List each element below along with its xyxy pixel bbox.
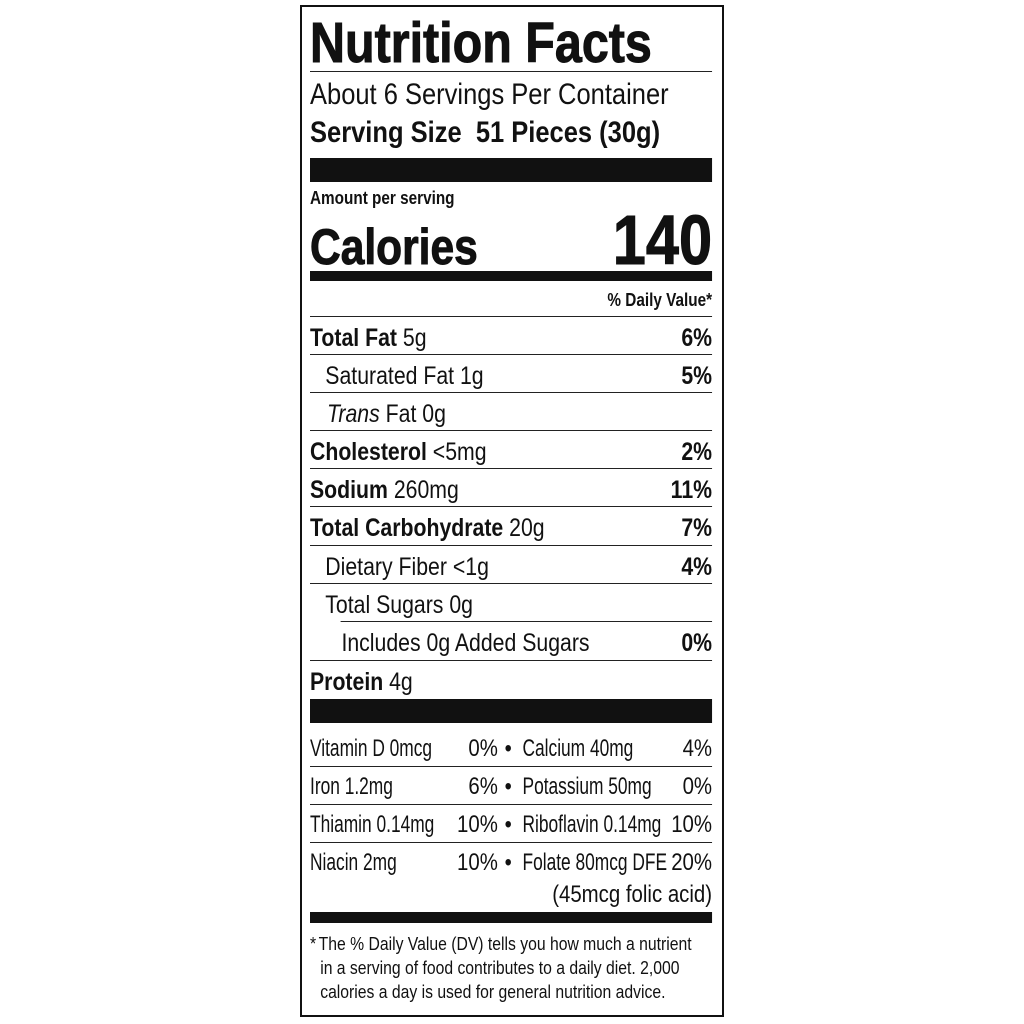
divider xyxy=(310,545,713,546)
divider xyxy=(310,316,713,317)
divider xyxy=(310,71,713,72)
nutrient-amount: 1g xyxy=(459,362,484,390)
vitamin-row: Iron 1.2mg 6% • Potassium 50mg 0% xyxy=(310,772,712,802)
serving-size: Serving Size 51 Pieces (30g) xyxy=(310,116,712,150)
divider xyxy=(310,766,713,767)
bullet-separator: • xyxy=(504,773,512,800)
footnote-line: in a serving of food contributes to a da… xyxy=(320,957,680,978)
nutrient-name: Dietary Fiber xyxy=(325,553,447,581)
nutrient-row-dietary-fiber: Dietary Fiber <1g 4% xyxy=(310,552,712,582)
nutrient-row-trans-fat: Trans Fat 0g xyxy=(310,399,712,429)
nutrient-row-sodium: Sodium 260mg 11% xyxy=(310,475,712,505)
medium-divider xyxy=(310,271,713,281)
nutrient-name: Includes 0g Added Sugars xyxy=(341,629,590,657)
nutrient-row-saturated-fat: Saturated Fat 1g 5% xyxy=(310,361,712,391)
nutrient-name: Total Sugars xyxy=(325,591,444,619)
nutrient-amount: 260mg xyxy=(393,476,459,504)
medium-divider xyxy=(310,912,713,923)
divider xyxy=(310,506,713,507)
nutrient-row-total-carbohydrate: Total Carbohydrate 20g 7% xyxy=(310,513,712,543)
footnote-line: calories a day is used for general nutri… xyxy=(320,981,666,1002)
vitamin-dv: 0% xyxy=(682,773,713,800)
calories-label: Calories xyxy=(310,219,479,276)
servings-per-container: About 6 Servings Per Container xyxy=(310,78,669,111)
nutrient-name: Cholesterol xyxy=(310,438,427,466)
serving-size-value: 51 Pieces (30g) xyxy=(475,116,661,149)
footnote-asterisk: * xyxy=(310,933,317,954)
nutrient-name: Total Fat xyxy=(310,324,397,352)
calories-row: Calories 140 xyxy=(310,201,713,279)
vitamin-dv: 6% xyxy=(468,773,498,800)
nutrient-name: Saturated Fat xyxy=(325,362,455,390)
divider xyxy=(310,468,713,469)
vitamin-name: Riboflavin 0.14mg xyxy=(522,811,662,838)
vitamin-name: Iron 1.2mg xyxy=(310,773,393,800)
vitamin-row: Niacin 2mg 10% • Folate 80mcg DFE 20% (4… xyxy=(310,848,713,908)
nutrient-row-total-sugars: Total Sugars 0g xyxy=(310,590,712,620)
nutrition-facts-label: Nutrition Facts About 6 Servings Per Con… xyxy=(300,5,724,1017)
bullet-separator: • xyxy=(504,811,512,838)
nutrient-dv: 7% xyxy=(681,514,713,542)
nutrient-amount: Fat 0g xyxy=(385,400,446,428)
nutrient-name: Protein xyxy=(310,668,384,696)
nutrient-row-total-fat: Total Fat 5g 6% xyxy=(310,323,712,353)
nutrient-amount: 4g xyxy=(389,668,413,696)
vitamin-dv: 0% xyxy=(468,735,498,762)
vitamin-name: Folate 80mcg DFE xyxy=(522,849,668,876)
label-content: Nutrition Facts About 6 Servings Per Con… xyxy=(310,7,713,1015)
footnote-line: The % Daily Value (DV) tells you how muc… xyxy=(318,933,692,954)
divider xyxy=(310,354,713,355)
vitamin-name: Vitamin D 0mcg xyxy=(310,735,433,762)
nutrient-dv: 4% xyxy=(681,553,713,581)
nutrient-dv: 11% xyxy=(670,476,713,504)
vitamin-dv: 10% xyxy=(671,811,713,838)
vitamin-name: Calcium 40mg xyxy=(522,735,634,762)
nutrient-amount: 0g xyxy=(449,591,473,619)
bullet-separator: • xyxy=(504,849,512,876)
nutrient-amount: <5mg xyxy=(432,438,487,466)
nutrient-dv: 0% xyxy=(681,629,713,657)
vitamin-dv: 20% xyxy=(671,849,713,876)
nutrient-row-added-sugars: Includes 0g Added Sugars 0% xyxy=(310,628,712,658)
bullet-separator: • xyxy=(504,735,512,762)
thick-divider xyxy=(310,699,713,723)
nutrient-name: Total Carbohydrate xyxy=(310,514,504,542)
vitamin-name: Thiamin 0.14mg xyxy=(310,811,435,838)
nutrient-amount: <1g xyxy=(452,553,489,581)
nutrient-amount: 20g xyxy=(509,514,545,542)
nutrient-amount: 5g xyxy=(402,324,427,352)
nutrient-name: Sodium xyxy=(310,476,388,504)
calories-value: 140 xyxy=(612,201,713,279)
daily-value-header: % Daily Value* xyxy=(607,290,713,310)
folic-acid-note: (45mcg folic acid) xyxy=(552,881,713,908)
label-title: Nutrition Facts xyxy=(310,11,653,75)
footnote: * The % Daily Value (DV) tells you how mu… xyxy=(310,932,712,1004)
divider xyxy=(310,430,713,431)
nutrient-name: Trans xyxy=(327,400,380,428)
nutrient-dv: 5% xyxy=(681,362,713,390)
nutrient-dv: 2% xyxy=(681,438,713,466)
divider xyxy=(310,804,713,805)
nutrient-dv: 6% xyxy=(681,324,713,352)
vitamin-name: Niacin 2mg xyxy=(310,849,397,876)
divider xyxy=(340,621,713,622)
vitamin-dv: 10% xyxy=(457,811,498,838)
nutrient-row-protein: Protein 4g xyxy=(310,667,712,697)
vitamin-row: Thiamin 0.14mg 10% • Riboflavin 0.14mg 1… xyxy=(310,810,712,840)
vitamin-row: Vitamin D 0mcg 0% • Calcium 40mg 4% xyxy=(310,734,712,764)
vitamin-dv: 4% xyxy=(682,735,713,762)
vitamin-dv: 10% xyxy=(457,849,498,876)
vitamin-name: Potassium 50mg xyxy=(522,773,652,800)
nutrient-row-cholesterol: Cholesterol <5mg 2% xyxy=(310,437,712,467)
divider xyxy=(310,660,713,661)
divider xyxy=(310,583,713,584)
thick-divider xyxy=(310,158,713,182)
serving-size-label: Serving Size xyxy=(310,116,462,149)
divider xyxy=(310,842,713,843)
amount-per-serving: Amount per serving xyxy=(310,188,455,208)
divider xyxy=(310,392,713,393)
